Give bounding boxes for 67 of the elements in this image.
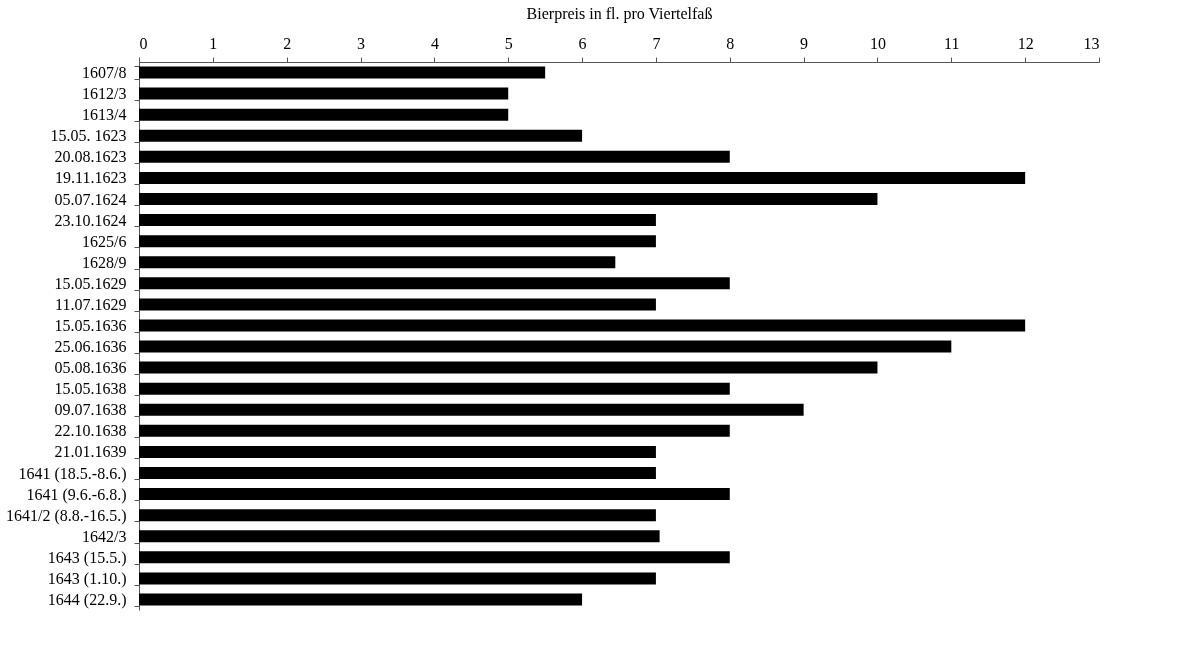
bar: [139, 256, 616, 269]
x-tick-label: 0: [139, 34, 148, 52]
bar: [139, 193, 878, 205]
bar: [139, 87, 509, 100]
bar: [139, 593, 583, 606]
y-tick-label: 15.05.1638: [54, 380, 127, 398]
y-tick-label: 1643 (15.5.): [47, 548, 127, 567]
bar: [139, 319, 1026, 332]
x-tick-label: 2: [283, 34, 292, 52]
y-tick-label: 21.01.1639: [54, 443, 127, 461]
bar: [139, 66, 546, 79]
y-tick-label: 20.08.1623: [54, 148, 127, 166]
bar: [139, 551, 730, 564]
x-tick-label: 5: [504, 34, 513, 52]
bar: [139, 129, 583, 142]
y-tick-label: 1613/4: [82, 106, 127, 124]
y-tick-label: 1642/3: [82, 527, 127, 545]
bar: [139, 530, 660, 543]
y-tick-label: 15.05. 1623: [50, 127, 127, 145]
y-tick-label: 1641/2 (8.8.-16.5.): [6, 506, 127, 525]
y-tick-label: 1612/3: [82, 85, 127, 103]
y-tick-label: 11.07.1629: [55, 295, 127, 313]
bar: [139, 108, 509, 121]
bar: [139, 509, 656, 522]
bar: [139, 340, 952, 353]
y-tick-label: 1641 (18.5.-8.6.): [18, 464, 127, 483]
y-tick-label: 23.10.1624: [54, 211, 127, 229]
y-tick-label: 1643 (1.10.): [47, 569, 127, 588]
x-tick-label: 6: [578, 34, 587, 52]
y-tick-label: 05.08.1636: [54, 359, 127, 377]
x-tick-label: 7: [652, 34, 661, 52]
y-tick-label: 1628/9: [82, 253, 127, 271]
y-tick-label: 25.06.1636: [54, 338, 127, 356]
y-tick-label: 22.10.1638: [54, 422, 127, 440]
x-tick-label: 8: [726, 34, 735, 52]
y-tick-label: 1625/6: [82, 232, 127, 250]
bar: [139, 445, 656, 458]
bar: [139, 150, 730, 163]
y-tick-label: 1641 (9.6.-6.8.): [26, 485, 127, 504]
bar: [139, 382, 730, 395]
x-tick-label: 9: [800, 34, 809, 52]
y-tick-label: 1607/8: [82, 64, 127, 82]
y-tick-label: 19.11.1623: [55, 169, 127, 187]
bar: [139, 298, 656, 311]
x-tick-label: 3: [357, 34, 366, 52]
bar: [139, 214, 656, 227]
bar: [139, 361, 878, 374]
bar: [139, 572, 656, 585]
x-tick-label: 12: [1017, 34, 1034, 52]
y-tick-label: 09.07.1638: [54, 401, 127, 419]
chart-title: Bierpreis in fl. pro Viertelfaß: [526, 4, 713, 23]
y-tick-label: 15.05.1629: [54, 274, 127, 292]
bar: [139, 467, 656, 479]
bar: [139, 488, 730, 501]
x-tick-label: 13: [1083, 34, 1100, 52]
x-tick-label: 1: [209, 34, 218, 52]
y-tick-label: 1644 (22.9.): [47, 590, 127, 609]
x-tick-label: 10: [869, 34, 886, 52]
x-tick-label: 4: [430, 34, 439, 52]
y-tick-label: 05.07.1624: [54, 190, 127, 208]
y-tick-label: 15.05.1636: [54, 316, 127, 334]
bar: [139, 424, 730, 437]
bar: [139, 235, 656, 248]
bar: [139, 171, 1026, 184]
bar: [139, 403, 804, 416]
bar: [139, 277, 730, 290]
x-tick-label: 11: [944, 34, 960, 52]
